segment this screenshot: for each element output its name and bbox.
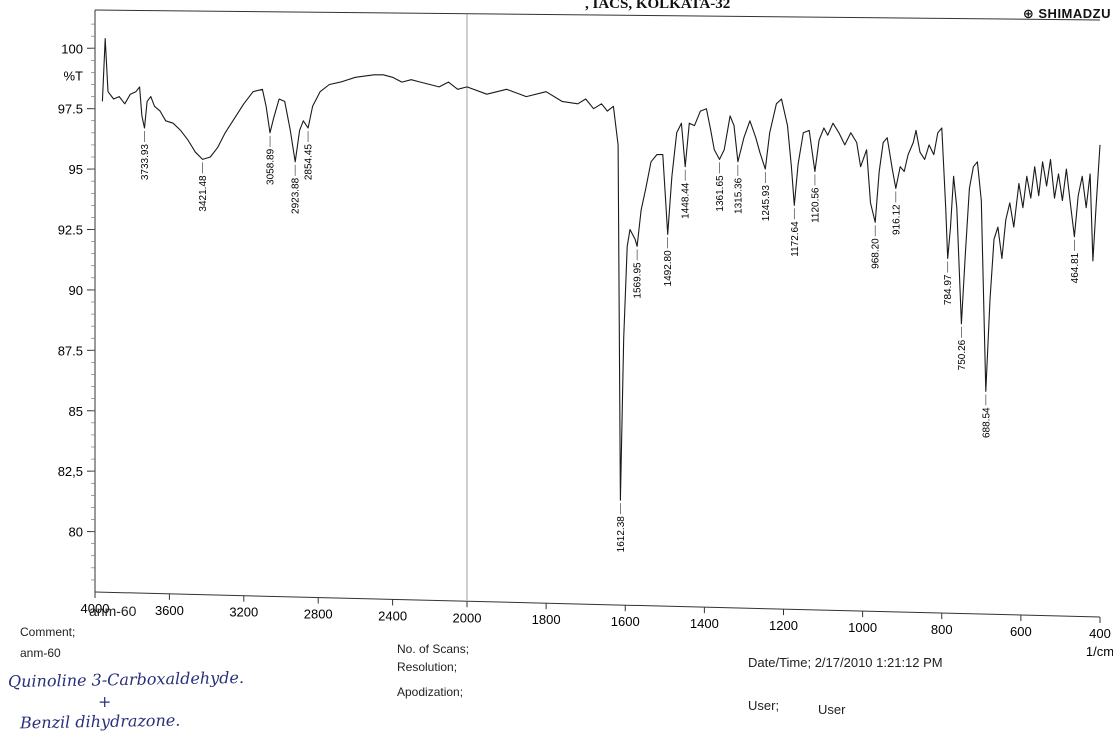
scans-label: No. of Scans; xyxy=(397,642,470,656)
y-tick-label: 92.5 xyxy=(58,223,83,238)
comment-value: anm-60 xyxy=(20,646,61,660)
x-tick-label: 400 xyxy=(1089,626,1111,641)
x-tick-label: 2000 xyxy=(453,610,482,625)
user-value: User xyxy=(818,702,846,717)
peak-label: 1172.64 xyxy=(790,221,801,257)
x-tick-label: 1200 xyxy=(769,618,798,633)
handwritten-plus: + xyxy=(98,692,112,711)
shimadzu-logo-icon: ⊕ xyxy=(1022,6,1035,21)
brand-logo: ⊕ SHIMADZU xyxy=(1023,6,1111,22)
sample-name: anm-60 xyxy=(89,603,137,619)
x-tick-label: 1000 xyxy=(848,620,877,635)
handwritten-compound-2: Benzil dihydrazone. xyxy=(19,710,181,733)
user-label: User; xyxy=(748,698,780,713)
y-axis-label: %T xyxy=(64,68,84,83)
brand-text: SHIMADZU xyxy=(1038,6,1111,21)
peak-label: 3733.93 xyxy=(140,144,151,181)
peak-label: 784.97 xyxy=(943,274,954,305)
x-tick-label: 3200 xyxy=(229,605,258,620)
x-tick-label: 2400 xyxy=(378,608,407,623)
y-tick-label: 97.5 xyxy=(58,102,83,117)
peak-label: 916.12 xyxy=(891,204,902,235)
peak-label: 1492.80 xyxy=(663,250,674,287)
y-tick-label: 90 xyxy=(69,283,83,298)
x-tick-label: 1400 xyxy=(690,616,719,631)
peak-label: 1612.38 xyxy=(616,516,627,553)
peak-label: 2923.88 xyxy=(291,177,302,214)
spectrum-trace xyxy=(101,38,1101,501)
x-tick-label: 600 xyxy=(1010,624,1032,639)
x-tick-label: 800 xyxy=(931,622,953,637)
y-tick-label: 85 xyxy=(69,404,83,419)
frame-top xyxy=(94,9,1101,21)
x-tick-label: 4000 xyxy=(81,601,110,616)
frame-bottom xyxy=(94,591,1101,618)
peak-label: 2854.45 xyxy=(304,144,315,181)
lab-header: , IACS, KOLKATA-32 xyxy=(585,0,731,12)
peak-label: 464.81 xyxy=(1070,252,1081,283)
peak-label: 3421.48 xyxy=(198,175,209,212)
peak-label: 1361.65 xyxy=(715,175,726,212)
peak-label: 1245.93 xyxy=(761,185,772,222)
peak-label: 1569.95 xyxy=(633,262,644,299)
peak-label: 1120.56 xyxy=(810,187,821,223)
peak-label: 1315.36 xyxy=(733,177,744,214)
axes: 100 97.5 95 92.5 90 87.5 85 82,5 80 %T 4000 3600 320… xyxy=(58,23,1113,659)
plot-frame xyxy=(94,9,1101,618)
y-tick-label: 95 xyxy=(69,162,83,177)
peak-label: 688.54 xyxy=(981,407,992,438)
peak-label: 968.20 xyxy=(871,238,882,269)
y-tick-label: 80 xyxy=(69,525,83,540)
y-tick-label: 100 xyxy=(61,41,83,56)
apodization-label: Apodization; xyxy=(397,685,464,699)
spectrum-line xyxy=(101,38,1101,501)
x-axis-label: 1/cm xyxy=(1086,644,1113,659)
x-tick-label: 2800 xyxy=(304,607,333,622)
y-tick-label: 82,5 xyxy=(58,464,83,479)
comment-label: Comment; xyxy=(20,625,76,639)
peak-label: 750.26 xyxy=(957,339,968,370)
peak-label: 3058.89 xyxy=(266,148,277,185)
resolution-label: Resolution; xyxy=(397,660,458,674)
x-tick-label: 1600 xyxy=(611,614,640,629)
y-tick-label: 87.5 xyxy=(58,343,83,358)
x-tick-label: 3600 xyxy=(155,603,184,618)
peak-label: 1448.44 xyxy=(681,182,692,219)
x-tick-label: 1800 xyxy=(532,612,561,627)
datetime-label: Date/Time; 2/17/2010 1:21:12 PM xyxy=(748,655,943,670)
